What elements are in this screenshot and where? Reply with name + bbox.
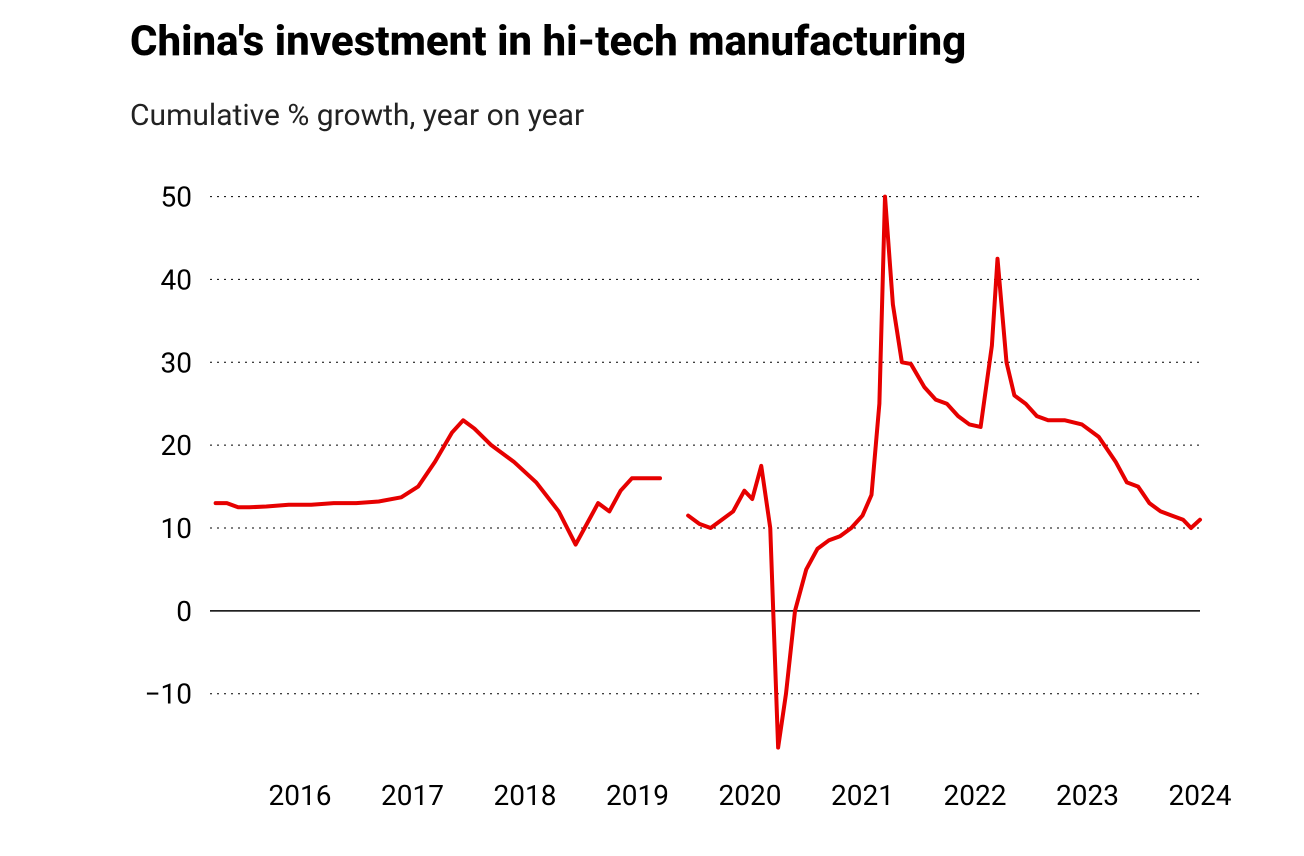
x-tick-label: 2018 [494,779,557,812]
data-line [216,420,660,544]
y-tick-label: 20 [161,429,192,462]
chart-page: China's investment in hi-tech manufactur… [0,0,1304,852]
y-tick-label: 0 [176,595,192,628]
x-tick-label: 2016 [269,779,332,812]
x-tick-label: 2021 [831,779,894,812]
x-tick-label: 2023 [1056,779,1119,812]
chart-title: China's investment in hi-tech manufactur… [130,17,966,66]
line-chart: China's investment in hi-tech manufactur… [0,0,1304,852]
x-tick-label: 2024 [1169,779,1232,812]
y-tick-label: 40 [161,263,192,296]
x-tick-label: 2022 [944,779,1007,812]
x-tick-label: 2017 [381,779,444,812]
y-tick-label: 30 [161,346,192,379]
y-tick-label: 50 [161,181,192,214]
y-tick-label: −10 [145,678,192,711]
x-tick-label: 2019 [606,779,669,812]
y-tick-label: 10 [161,512,192,545]
chart-subtitle: Cumulative % growth, year on year [130,98,584,133]
x-tick-label: 2020 [719,779,782,812]
